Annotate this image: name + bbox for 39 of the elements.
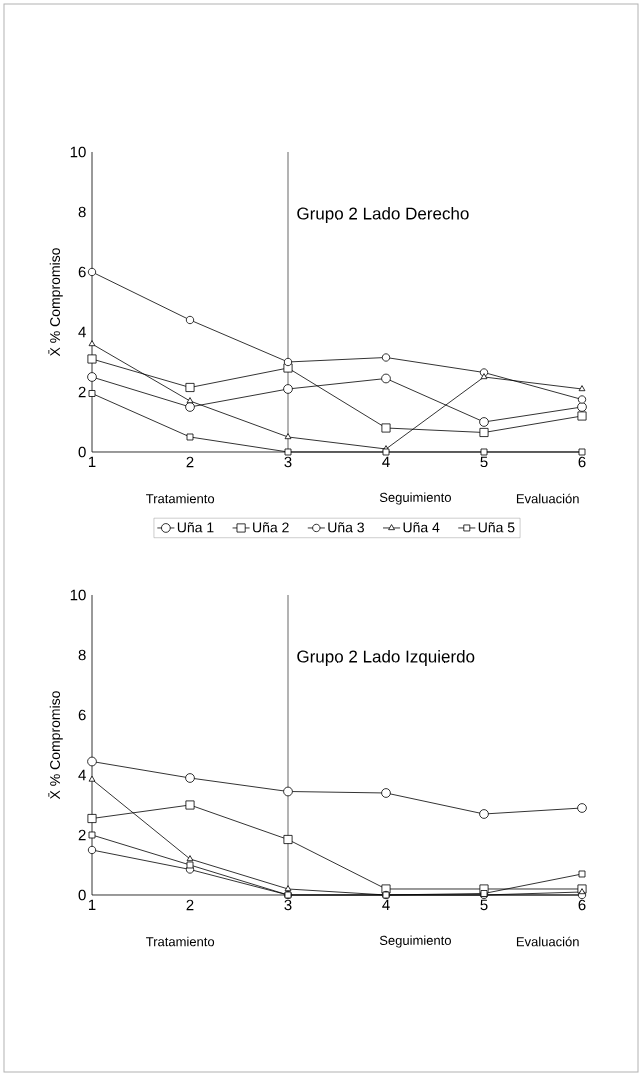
text: Seguimiento	[379, 935, 451, 948]
text: Seguimiento	[379, 492, 451, 505]
y-tick-label: 0	[78, 446, 86, 458]
y-axis-title: X̄ % Compromiso	[48, 691, 63, 800]
legend-label: Uña 1	[177, 522, 214, 533]
y-tick-label: 6	[78, 709, 86, 721]
x-tick-label: 5	[480, 899, 488, 911]
text: Evaluación	[516, 493, 579, 504]
y-tick-label: 4	[78, 769, 86, 781]
y-tick-label: 2	[78, 829, 86, 841]
legend-label: Uña 3	[328, 522, 364, 533]
x-tick-label: 3	[284, 899, 292, 911]
y-axis-title: X̄ % Compromiso	[48, 248, 63, 357]
text: Grupo 2 Lado Derecho	[297, 207, 469, 223]
y-tick-label: 8	[78, 649, 86, 661]
y-tick-label: 8	[78, 206, 86, 218]
x-tick-label: 5	[480, 456, 488, 468]
x-tick-label: 6	[578, 899, 586, 911]
x-tick-label: 6	[578, 456, 586, 468]
legend-label: Uña 2	[253, 522, 289, 533]
text: Tratamiento	[146, 936, 215, 947]
y-tick-label: 10	[70, 589, 86, 601]
legend-label: Uña 4	[403, 522, 440, 533]
text: Evaluación	[516, 936, 579, 947]
y-tick-label: 2	[78, 386, 86, 398]
x-tick-label: 1	[88, 899, 96, 910]
x-tick-label: 2	[186, 899, 194, 911]
x-tick-label: 4	[382, 899, 390, 910]
x-tick-label: 3	[284, 456, 292, 468]
x-tick-label: 2	[186, 456, 194, 468]
y-tick-label: 0	[78, 889, 86, 901]
y-tick-label: 6	[78, 266, 86, 278]
x-tick-label: 1	[88, 456, 96, 467]
y-tick-label: 4	[78, 326, 86, 338]
text: Tratamiento	[146, 493, 215, 504]
legend-label: Uña 5	[478, 522, 515, 533]
x-tick-label: 4	[382, 456, 390, 467]
text: Grupo 2 Lado Izquierdo	[297, 650, 475, 666]
y-tick-label: 10	[70, 146, 86, 158]
